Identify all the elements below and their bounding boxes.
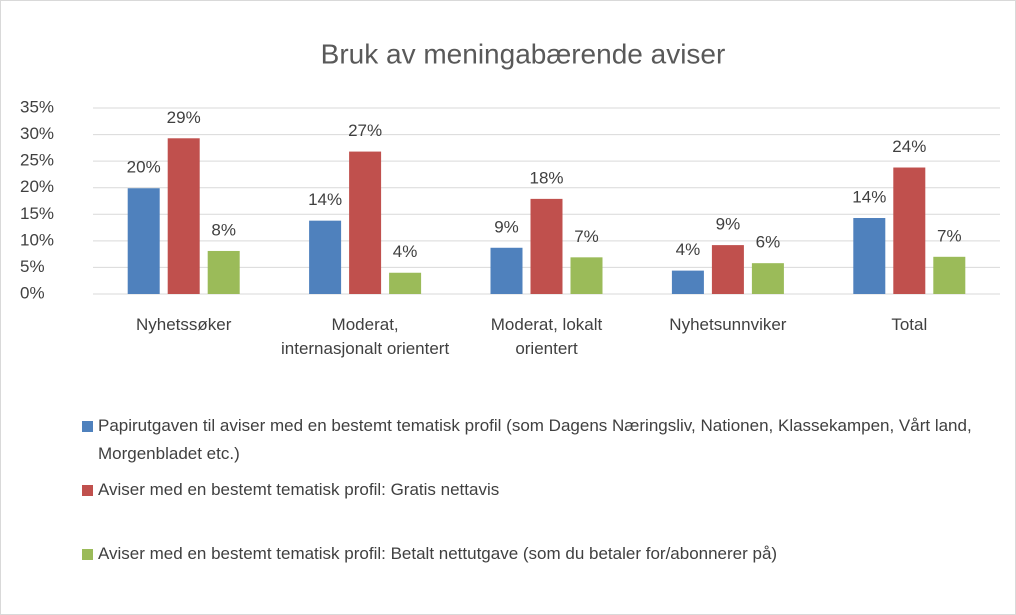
bar xyxy=(530,198,563,294)
bar xyxy=(893,167,926,294)
bar xyxy=(490,247,523,294)
data-label: 7% xyxy=(937,226,962,245)
legend-swatch xyxy=(82,485,93,496)
y-tick-label: 10% xyxy=(20,230,54,249)
y-tick-label: 0% xyxy=(20,283,45,302)
y-tick-label: 5% xyxy=(20,257,45,276)
bar xyxy=(853,218,886,294)
x-tick-label: Moderat, internasjonalt orientert xyxy=(280,315,450,358)
data-label: 7% xyxy=(574,227,599,246)
y-tick-label: 20% xyxy=(20,177,54,196)
legend-item: Aviser med en bestemt tematisk profil: B… xyxy=(82,540,1002,568)
bar xyxy=(751,263,784,294)
x-tick-label: Nyhetsunnviker xyxy=(669,315,787,334)
data-label: 20% xyxy=(127,158,161,177)
bar xyxy=(349,151,382,294)
bar xyxy=(711,245,744,294)
legend-swatch xyxy=(82,549,93,560)
x-tick-label: Nyhetssøker xyxy=(135,315,232,334)
y-tick-label: 35% xyxy=(20,97,54,116)
legend-item: Aviser med en bestemt tematisk profil: G… xyxy=(82,476,1002,504)
data-label: 14% xyxy=(852,187,886,206)
x-tick-label: Moderat, lokalt orientert xyxy=(490,315,603,358)
data-label: 9% xyxy=(494,217,519,236)
bar xyxy=(309,220,342,294)
chart-title: Bruk av meningabærende aviser xyxy=(321,38,726,69)
bar xyxy=(570,257,603,294)
data-label: 27% xyxy=(348,121,382,140)
bar xyxy=(933,256,966,294)
y-tick-label: 25% xyxy=(20,151,54,170)
bar xyxy=(389,272,422,294)
legend-swatch xyxy=(82,421,93,432)
data-label: 24% xyxy=(892,137,926,156)
data-label: 4% xyxy=(393,242,418,261)
data-label: 9% xyxy=(716,215,741,234)
data-label: 8% xyxy=(211,220,236,239)
data-label: 4% xyxy=(676,240,701,259)
y-tick-label: 15% xyxy=(20,204,54,223)
data-label: 29% xyxy=(167,108,201,127)
x-tick-label: Total xyxy=(891,315,928,334)
bar xyxy=(671,270,704,294)
data-label: 14% xyxy=(308,190,342,209)
bar xyxy=(207,250,240,294)
legend-item: Papirutgaven til aviser med en bestemt t… xyxy=(82,412,1002,468)
bar xyxy=(167,138,200,294)
bar xyxy=(127,188,160,294)
y-tick-label: 30% xyxy=(20,124,54,143)
data-label: 18% xyxy=(529,168,563,187)
data-label: 6% xyxy=(756,233,781,252)
